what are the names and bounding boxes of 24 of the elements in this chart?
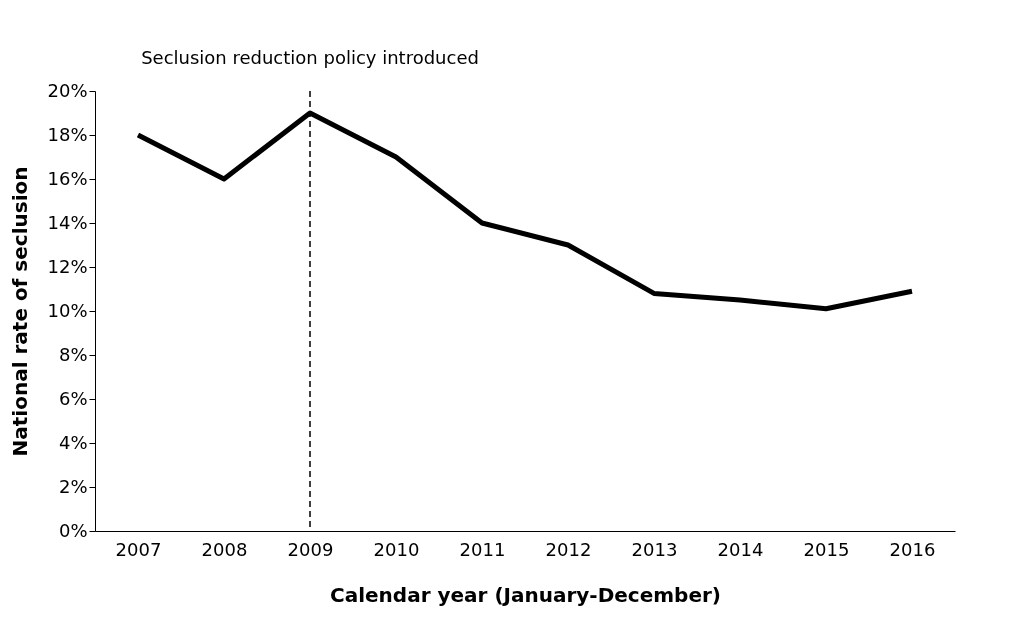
y-tick-label: 0% (58, 519, 88, 541)
x-axis-title: Calendar year (January-December) (330, 582, 721, 607)
y-axis-title: National rate of seclusion (8, 166, 33, 457)
y-tick-label: 8% (58, 343, 88, 365)
y-tick-label: 12% (47, 255, 88, 277)
x-tick-label: 2008 (201, 538, 248, 560)
x-tick-label: 2010 (373, 538, 420, 560)
y-tick-label: 6% (58, 387, 88, 409)
x-tick-label: 2014 (717, 538, 764, 560)
x-tick-label: 2013 (631, 538, 678, 560)
y-tick-label: 18% (47, 123, 88, 145)
y-tick-label: 4% (58, 431, 88, 453)
ref-line-label: Seclusion reduction policy introduced (141, 47, 479, 68)
y-tick-label: 20% (47, 79, 88, 101)
y-tick-label: 10% (47, 299, 88, 321)
x-tick-label: 2011 (459, 538, 506, 560)
x-tick-label: 2009 (287, 538, 334, 560)
x-tick-label: 2015 (803, 538, 850, 560)
x-tick-label: 2016 (889, 538, 936, 560)
x-tick-label: 2012 (545, 538, 592, 560)
x-tick-label: 2007 (115, 538, 162, 560)
y-tick-label: 14% (47, 211, 88, 233)
y-tick-label: 16% (47, 167, 88, 189)
y-tick-label: 2% (58, 475, 88, 497)
